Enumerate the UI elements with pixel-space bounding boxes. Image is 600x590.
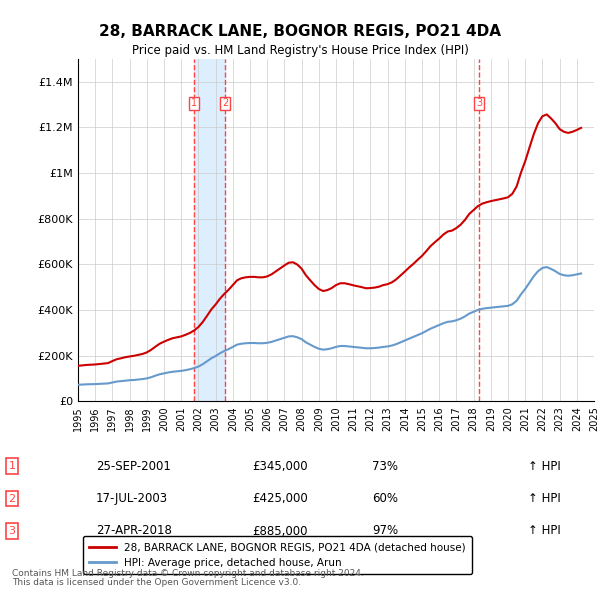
Text: 97%: 97%: [372, 525, 398, 537]
Text: 1: 1: [191, 99, 197, 109]
Text: 17-JUL-2003: 17-JUL-2003: [96, 492, 168, 505]
Bar: [194, 59, 225, 401]
Text: £345,000: £345,000: [252, 460, 308, 473]
Text: £885,000: £885,000: [252, 525, 308, 537]
Text: ↑ HPI: ↑ HPI: [528, 525, 561, 537]
Text: 1: 1: [8, 461, 16, 471]
Text: 28, BARRACK LANE, BOGNOR REGIS, PO21 4DA: 28, BARRACK LANE, BOGNOR REGIS, PO21 4DA: [99, 24, 501, 38]
Text: 2: 2: [8, 494, 16, 503]
Text: 60%: 60%: [372, 492, 398, 505]
Text: £425,000: £425,000: [252, 492, 308, 505]
Text: 73%: 73%: [372, 460, 398, 473]
Text: 27-APR-2018: 27-APR-2018: [96, 525, 172, 537]
Text: ↑ HPI: ↑ HPI: [528, 492, 561, 505]
Text: This data is licensed under the Open Government Licence v3.0.: This data is licensed under the Open Gov…: [12, 578, 301, 587]
Text: Price paid vs. HM Land Registry's House Price Index (HPI): Price paid vs. HM Land Registry's House …: [131, 44, 469, 57]
Text: 2: 2: [222, 99, 228, 109]
Text: 3: 3: [476, 99, 482, 109]
Text: ↑ HPI: ↑ HPI: [528, 460, 561, 473]
Legend: 28, BARRACK LANE, BOGNOR REGIS, PO21 4DA (detached house), HPI: Average price, d: 28, BARRACK LANE, BOGNOR REGIS, PO21 4DA…: [83, 536, 472, 574]
Text: Contains HM Land Registry data © Crown copyright and database right 2024.: Contains HM Land Registry data © Crown c…: [12, 569, 364, 578]
Text: 25-SEP-2001: 25-SEP-2001: [96, 460, 171, 473]
Text: 3: 3: [8, 526, 16, 536]
